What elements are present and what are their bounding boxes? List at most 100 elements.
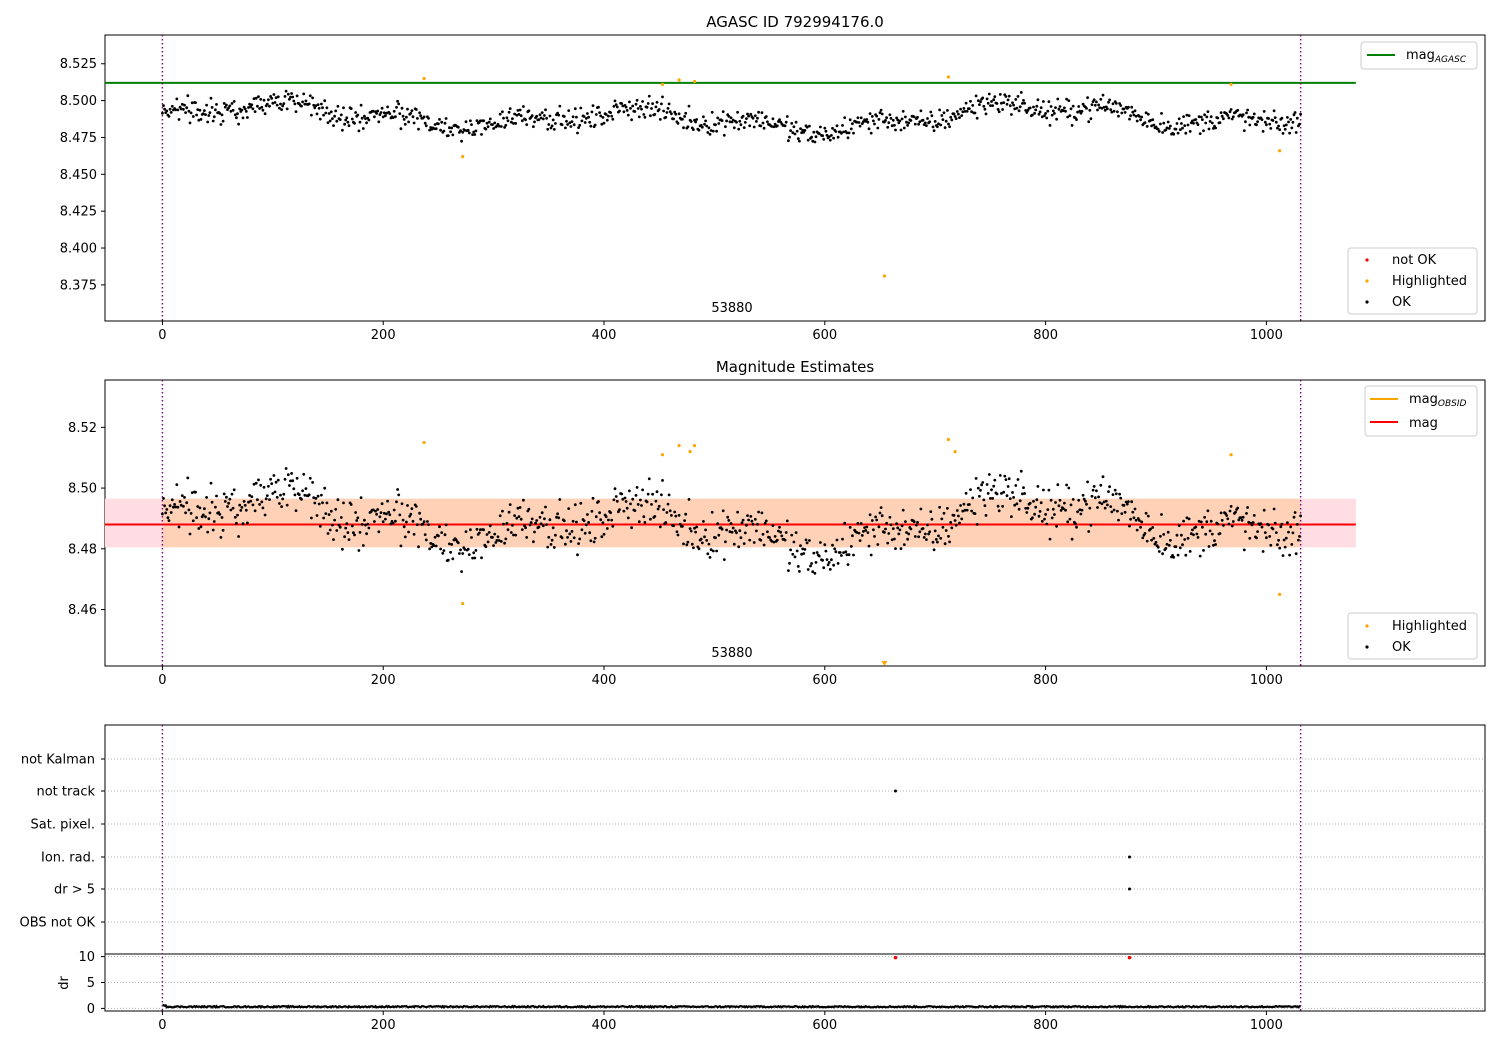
highlighted-point [422,440,426,445]
ok-point [188,121,192,125]
ok-point [1099,483,1103,487]
ok-point [363,518,366,522]
ok-point [1049,498,1053,502]
x-tick-label: 1000 [1250,673,1283,688]
ok-point [1019,91,1023,94]
ok-point [1081,493,1085,497]
ok-point [1183,538,1187,541]
ok-point [1216,116,1220,120]
ok-point [613,487,617,491]
ok-point [248,494,252,497]
ok-point [835,124,839,128]
ok-point [1087,120,1091,124]
ok-point [840,131,843,135]
ok-point [1054,106,1057,109]
ok-point [313,501,317,505]
y-tick-label: 8.450 [60,168,97,183]
ok-point [1133,109,1137,113]
x-tick-label: 400 [592,1018,617,1033]
ok-point [661,479,664,482]
ok-point [357,129,361,133]
ok-point [600,535,604,539]
ok-point [878,511,882,515]
ok-point [265,102,269,106]
ok-point [272,93,276,96]
ok-point [463,129,467,132]
ok-point [1019,469,1023,473]
ok-point [961,509,965,513]
ok-point [1017,109,1021,113]
ok-point [1250,523,1254,527]
ok-point [846,136,850,140]
ok-point [804,538,808,542]
ok-point [936,540,939,544]
ok-point [1109,108,1113,111]
ok-point [1212,543,1215,547]
ok-point [582,519,586,523]
ok-point [773,535,777,538]
ok-point [1005,494,1009,498]
ok-point [1051,109,1055,113]
ok-point [470,123,473,126]
ok-point [513,514,516,517]
ok-point [978,103,981,106]
ok-point [1162,121,1166,125]
ok-point [753,517,757,521]
ok-point [1018,499,1022,503]
ok-point [339,113,343,117]
ok-point [1220,518,1224,522]
ok-point [311,481,314,484]
ok-point [1128,524,1131,528]
ok-point [161,111,164,115]
ok-point [221,528,225,532]
ok-point [801,547,805,551]
ok-point [571,115,575,119]
ok-point [993,95,997,99]
legend-not-ok-marker [1365,258,1369,262]
ok-point [653,113,657,116]
ok-point [810,135,813,139]
ok-point [647,477,651,481]
ok-point [432,127,436,130]
ok-point [672,117,675,121]
ok-point [538,113,542,117]
ok-point [959,107,962,111]
ok-point [1172,132,1176,136]
ok-point [1272,109,1276,113]
ok-point [293,102,297,106]
ok-point [1228,509,1232,513]
ok-point [706,131,710,134]
ok-point [1119,496,1123,500]
ok-point [504,123,508,127]
ok-point [921,527,925,530]
ok-point [790,122,794,125]
ok-point [1103,108,1107,112]
ok-point [789,129,792,133]
ok-point [325,106,329,110]
ok-point [687,498,691,501]
ok-point [753,114,757,118]
ok-point [891,527,895,530]
ok-point [1288,131,1291,135]
ok-point [456,541,460,545]
ok-point [1046,109,1050,113]
ok-point [1192,121,1195,125]
ok-point [970,509,973,513]
ok-point [1080,109,1084,113]
ok-point [864,529,868,532]
ok-point [196,505,200,508]
ok-point [1218,121,1222,124]
ok-point [525,123,529,126]
ok-point [1071,104,1075,108]
ok-point [313,106,317,110]
ok-point [772,125,776,129]
ok-point [427,116,430,120]
ok-point [913,535,917,538]
flag-point [1128,887,1132,891]
ok-point [1216,522,1220,526]
ok-point [1144,111,1148,115]
ok-point [1065,483,1068,487]
ok-point [170,498,174,502]
ok-point [737,127,741,131]
ok-point [798,139,801,143]
